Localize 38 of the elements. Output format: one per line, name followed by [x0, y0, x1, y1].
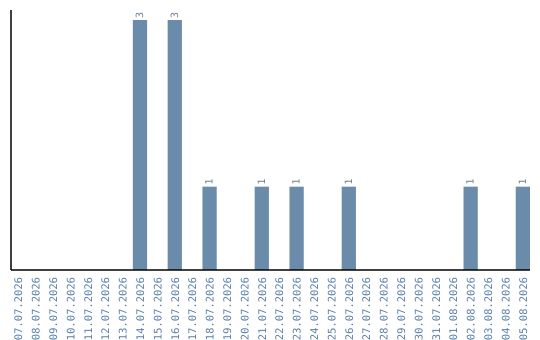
x-tick-label: 22.07.2026	[274, 277, 286, 340]
x-tick-label: 28.07.2026	[378, 277, 391, 340]
x-tick-label: 02.08.2026	[466, 277, 478, 340]
x-tick-label: 01.08.2026	[448, 277, 460, 340]
x-tick-label: 16.07.2026	[170, 277, 182, 340]
x-tick-label: 27.07.2026	[361, 277, 374, 340]
x-tick-label: 13.07.2026	[118, 277, 130, 340]
data-label: 1	[292, 178, 303, 185]
x-tick-label: 04.08.2026	[500, 277, 512, 340]
data-label: 1	[466, 178, 477, 185]
x-tick-label: 19.07.2026	[222, 277, 234, 340]
data-label: 1	[344, 178, 355, 185]
x-tick-label: 26.07.2026	[344, 277, 356, 340]
x-tick-label: 29.07.2026	[396, 277, 408, 340]
x-tick-label: 20.07.2026	[239, 277, 252, 340]
x-tick-label: 23.07.2026	[292, 277, 304, 340]
x-tick-label: 14.07.2026	[134, 277, 147, 340]
data-label: 1	[256, 178, 268, 185]
x-tick-label: 24.07.2026	[309, 277, 322, 340]
x-tick-label: 03.08.2026	[483, 277, 496, 340]
x-tick-label: 31.07.2026	[430, 277, 443, 340]
x-tick-label: 30.07.2026	[413, 277, 426, 340]
x-tick-label: 10.07.2026	[65, 277, 78, 340]
x-tick-label: 12.07.2026	[100, 277, 112, 340]
data-label: 1	[518, 178, 529, 185]
x-tick-label: 08.07.2026	[30, 277, 43, 340]
x-tick-label: 09.07.2026	[48, 277, 60, 340]
x-tick-label: 11.07.2026	[82, 277, 95, 340]
x-tick-label: 17.07.2026	[187, 277, 200, 340]
x-tick-label: 18.07.2026	[204, 277, 217, 340]
x-tick-label: 21.07.2026	[256, 277, 269, 340]
data-label: 1	[204, 178, 216, 185]
data-label: 3	[134, 12, 146, 18]
x-tick-label: 25.07.2026	[326, 277, 338, 340]
x-tick-label: 07.07.2026	[13, 277, 26, 340]
x-tick-label: 15.07.2026	[152, 277, 164, 340]
data-label: 3	[170, 12, 181, 18]
x-tick-label: 05.08.2026	[518, 277, 530, 340]
